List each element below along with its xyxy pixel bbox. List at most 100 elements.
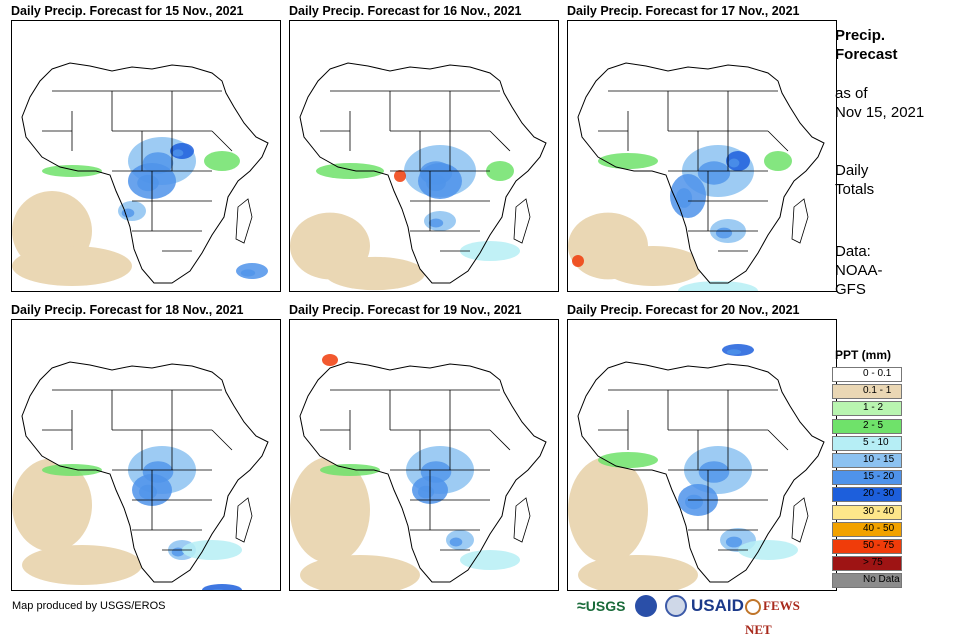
country-borders [598, 389, 789, 551]
data-line2: NOAA- [835, 262, 883, 279]
fews-net-logo: FEWS NET [745, 594, 827, 637]
dry-area [22, 545, 142, 585]
legend-label: 1 - 2 [863, 402, 884, 414]
precip-map-svg [12, 62, 269, 286]
credit-text: Map produced by USGS/EROS [12, 600, 166, 612]
rain-core [725, 536, 743, 548]
rain-core [211, 589, 225, 590]
sidebar-title: Precip. Forecast [835, 26, 898, 64]
dry-area [12, 246, 132, 286]
legend-item: 5 - 10 [832, 435, 902, 451]
panel-title: Daily Precip. Forecast for 15 Nov., 2021 [11, 4, 244, 18]
rain-core [139, 484, 157, 500]
rain-area [738, 540, 798, 560]
legend-item: 50 - 75 [832, 538, 902, 554]
panel-title: Daily Precip. Forecast for 20 Nov., 2021 [567, 303, 800, 317]
usaid-logo: USAID [691, 596, 744, 615]
africa-map [567, 20, 837, 292]
usgs-logo-text: USGS [585, 598, 626, 614]
rain-core [697, 161, 731, 185]
rain-core [417, 485, 435, 499]
legend-label: No Data [863, 574, 900, 586]
data-source-label: Data: NOAA- GFS [835, 242, 883, 299]
legend-label: 0 - 0.1 [863, 368, 892, 379]
legend-label: 40 - 50 [863, 522, 895, 534]
legend-item: 2 - 5 [832, 418, 902, 434]
rain-core [449, 537, 463, 547]
legend-swatch [832, 418, 902, 434]
rain-area [460, 550, 520, 570]
madagascar [235, 198, 253, 244]
rain-core [137, 174, 159, 192]
legend-swatch [832, 521, 902, 537]
rain-core [728, 158, 740, 168]
precip-map-svg [290, 354, 547, 590]
country-borders [320, 389, 511, 551]
rain-area [598, 153, 658, 169]
coastline [577, 62, 825, 284]
as-of-value: Nov 15, 2021 [835, 104, 925, 121]
as-of-date: as of Nov 15, 2021 [835, 84, 924, 122]
rain-core [675, 188, 693, 208]
data-line1: Data: [835, 243, 871, 260]
rain-area [42, 165, 102, 177]
daily-line2: Totals [835, 181, 875, 198]
legend-swatch [832, 453, 902, 468]
panel-title: Daily Precip. Forecast for 17 Nov., 2021 [567, 4, 800, 18]
rain-core [428, 218, 444, 228]
rain-area [460, 241, 520, 261]
daily-totals-label: Daily Totals [835, 161, 874, 199]
legend-label: 15 - 20 [863, 471, 895, 483]
madagascar [513, 497, 531, 543]
rain-area [394, 170, 406, 182]
legend-label: > 75 [863, 557, 883, 569]
rain-core [726, 349, 742, 355]
dry-area [325, 256, 425, 291]
legend-item: 1 - 2 [832, 400, 902, 417]
rain-core [121, 208, 135, 218]
africa-map [289, 319, 559, 591]
forecast-panel-6: Daily Precip. Forecast for 20 Nov., 2021 [567, 302, 837, 592]
madagascar [235, 497, 253, 543]
precip-map-svg [568, 344, 825, 590]
rain-area [320, 464, 380, 476]
agency-seal-icon [665, 595, 687, 617]
legend-swatch [832, 556, 902, 572]
legend-swatch [832, 401, 902, 417]
legend-label: 30 - 40 [863, 505, 895, 517]
rain-area [204, 151, 240, 171]
rain-core [715, 227, 733, 239]
forecast-panel-1: Daily Precip. Forecast for 15 Nov., 2021 [11, 3, 281, 293]
data-line3: GFS [835, 281, 866, 298]
legend-item: 10 - 15 [832, 452, 902, 468]
noaa-logo-icon [635, 595, 657, 617]
dry-area [290, 456, 370, 564]
dry-area [12, 458, 92, 552]
madagascar [791, 198, 809, 244]
precip-map-svg [12, 361, 269, 590]
country-borders [42, 90, 233, 252]
legend-item: No Data [832, 572, 902, 589]
logo-strip: ≈USGS USAID FEWS NET [577, 594, 827, 637]
legend-item: 30 - 40 [832, 504, 902, 520]
legend-label: 20 - 30 [863, 488, 895, 500]
rain-core [698, 461, 730, 483]
rain-core [426, 174, 446, 192]
legend-swatch [832, 504, 902, 520]
legend-swatch [832, 487, 902, 503]
rain-area [764, 151, 792, 171]
panel-title: Daily Precip. Forecast for 19 Nov., 2021 [289, 303, 522, 317]
sidebar-title-line2: Forecast [835, 46, 898, 63]
country-borders [42, 389, 233, 551]
legend-item: 0.1 - 1 [832, 383, 902, 400]
rain-area [486, 161, 514, 181]
legend-swatch [832, 384, 902, 400]
forecast-panel-2: Daily Precip. Forecast for 16 Nov., 2021 [289, 3, 559, 293]
africa-map [289, 20, 559, 292]
precip-map-svg [290, 62, 547, 291]
rain-area [182, 540, 242, 560]
dry-area [300, 555, 420, 590]
legend-item: 40 - 50 [832, 521, 902, 537]
rain-area [42, 464, 102, 476]
rain-area [572, 255, 584, 267]
